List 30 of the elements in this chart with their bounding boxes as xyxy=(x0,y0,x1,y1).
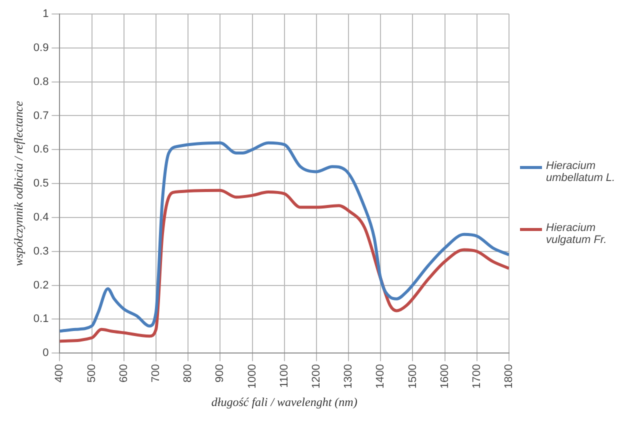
x-tick-label: 1800 xyxy=(503,364,516,389)
x-tick-label: 1300 xyxy=(342,364,355,389)
x-tick-label: 1700 xyxy=(470,364,483,389)
x-tick-label: 1000 xyxy=(246,364,258,389)
x-tick-label: 700 xyxy=(150,364,162,382)
legend-label: Hieracium umbellatum L. xyxy=(546,160,616,184)
y-axis-title: współczynnik odbicia / reflectance xyxy=(11,100,26,266)
y-tick-label: 0.5 xyxy=(33,178,49,190)
x-tick-label: 800 xyxy=(182,364,194,382)
y-tick-label: 0.1 xyxy=(33,313,49,326)
y-tick-label: 0.9 xyxy=(33,42,49,54)
x-tick-label: 1100 xyxy=(278,364,290,388)
y-tick-label: 0.2 xyxy=(33,279,49,292)
y-tick-label: 0.7 xyxy=(33,110,49,122)
y-tick-label: 1 xyxy=(42,8,49,20)
x-tick-label: 500 xyxy=(86,364,98,382)
x-tick-label: 1400 xyxy=(374,364,387,389)
legend-label: Hieracium vulgatum Fr. xyxy=(546,222,608,246)
x-axis-title: długość fali / wavelenght (nm) xyxy=(211,394,358,409)
x-tick-label: 900 xyxy=(214,364,226,382)
y-tick-label: 0.8 xyxy=(33,76,49,88)
x-tick-label: 400 xyxy=(54,364,66,382)
x-tick-label: 1500 xyxy=(406,364,419,389)
y-tick-label: 0 xyxy=(42,347,49,360)
y-tick-label: 0.6 xyxy=(33,144,49,156)
y-tick-label: 0.4 xyxy=(33,212,49,224)
x-tick-label: 1200 xyxy=(310,364,322,389)
x-tick-label: 600 xyxy=(118,364,130,382)
x-tick-label: 1600 xyxy=(438,364,451,389)
y-tick-label: 0.3 xyxy=(33,245,49,258)
